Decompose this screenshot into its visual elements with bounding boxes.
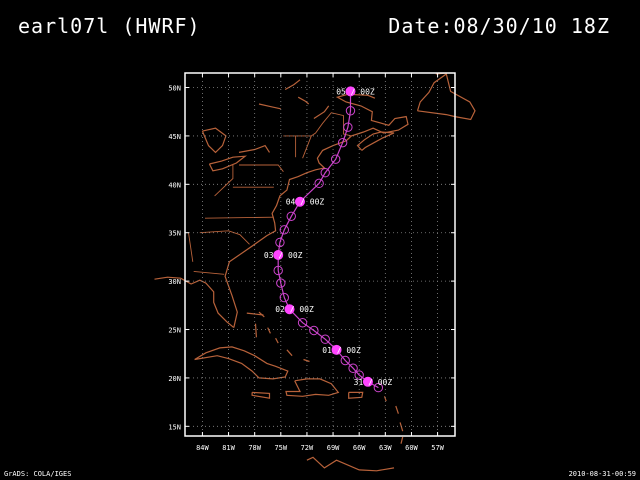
coastline-segment xyxy=(313,105,330,120)
track-point xyxy=(340,355,350,366)
border-segment xyxy=(188,232,194,262)
coastline-segment xyxy=(285,378,340,397)
coastline-segment xyxy=(297,96,310,105)
lat-label: 20N xyxy=(168,375,181,383)
coastline-segment xyxy=(258,103,281,110)
border-segment xyxy=(199,230,250,245)
border-segment xyxy=(193,270,225,275)
track-point xyxy=(279,225,289,235)
timestamp: 2010-08-31-00:59 xyxy=(568,470,636,478)
day-marker xyxy=(362,376,373,387)
lon-label: 84W xyxy=(196,444,209,452)
track-line xyxy=(277,91,379,389)
axis-labels: 15N 20N 25N 30N 35N 40N 45N 50N 84W 81W 78W 75W 72W 6… xyxy=(168,85,444,452)
border-segment xyxy=(214,165,234,197)
coastline-segment xyxy=(224,93,409,328)
lon-label: 63W xyxy=(379,444,392,452)
lat-label: 35N xyxy=(168,230,181,238)
coastline-segment xyxy=(399,422,404,432)
lat-label: 15N xyxy=(168,423,181,431)
day-marker xyxy=(345,86,356,97)
coastline-segment xyxy=(400,436,404,444)
storm-title: earl07l (HWRF) xyxy=(18,14,201,38)
track-layer: 31 / 00Z 01 / 00Z 02 / 00Z 03 / 00Z 04 / 00Z… xyxy=(264,86,393,393)
day-marker xyxy=(284,304,295,315)
day-marker-label: 04 / 00Z xyxy=(286,198,325,207)
lat-label: 50N xyxy=(168,85,181,93)
track-point xyxy=(320,168,330,178)
coastline-segment xyxy=(208,155,248,172)
day-marker-label: 31 / 00Z xyxy=(354,378,393,387)
coastline-segment xyxy=(254,323,257,338)
track-point xyxy=(275,237,285,248)
coastline-segment xyxy=(246,312,264,316)
track-point xyxy=(314,178,324,189)
lon-label: 66W xyxy=(353,444,366,452)
lat-label: 40N xyxy=(168,181,181,189)
coastline-segment xyxy=(258,311,265,318)
track-point xyxy=(297,318,308,328)
lon-label: 60W xyxy=(405,444,418,452)
border-segment xyxy=(204,216,274,219)
lon-label: 78W xyxy=(248,444,261,452)
border-segment xyxy=(302,135,312,159)
track-point xyxy=(345,106,356,116)
coastline-segment xyxy=(267,327,271,334)
coastline-segment xyxy=(238,144,271,153)
day-marker xyxy=(273,249,284,260)
lat-label: 30N xyxy=(168,278,181,286)
track-point xyxy=(320,334,330,344)
day-marker-label: 01 / 00Z xyxy=(322,346,361,355)
lon-label: 81W xyxy=(222,444,235,452)
track-point xyxy=(348,363,358,373)
lon-label: 57W xyxy=(431,444,444,452)
day-marker-label: 05 / 00Z xyxy=(336,87,375,96)
coastline-segment xyxy=(275,337,279,344)
track-point xyxy=(286,211,296,221)
day-marker-label: 02 / 00Z xyxy=(275,305,314,314)
track-point xyxy=(373,382,384,393)
lon-label: 72W xyxy=(301,444,314,452)
grads-credit: GrADS: COLA/IGES xyxy=(4,470,72,478)
border-segment xyxy=(283,112,352,137)
coastline-segment xyxy=(303,358,310,363)
lat-label: 25N xyxy=(168,327,181,335)
coastline-segment xyxy=(251,391,271,399)
day-marker-label: 03 / 00Z xyxy=(264,251,303,260)
coastline-segment xyxy=(356,131,395,151)
coastline-segment xyxy=(383,396,387,402)
coastline-segment xyxy=(348,391,364,399)
lon-label: 75W xyxy=(274,444,287,452)
track-point xyxy=(330,154,341,164)
track-point xyxy=(337,137,348,148)
coastline-segment xyxy=(286,349,293,357)
coastline-segment xyxy=(154,276,235,329)
track-point xyxy=(343,122,353,132)
track-point xyxy=(273,265,283,276)
coastline-segment xyxy=(284,79,301,91)
coastline-segment xyxy=(194,346,289,380)
track-point xyxy=(276,278,286,288)
day-marker xyxy=(294,196,305,207)
coastline-segment xyxy=(201,127,227,154)
track-point xyxy=(279,292,289,303)
border-segment xyxy=(239,164,284,172)
coastline-segment xyxy=(416,72,476,121)
track-point xyxy=(354,370,364,380)
date-label: Date:08/30/10 18Z xyxy=(388,14,610,38)
lat-label: 45N xyxy=(168,133,181,141)
day-marker xyxy=(331,344,342,355)
map-frame xyxy=(184,72,456,437)
coastline-segment xyxy=(395,405,399,414)
coastline-segment xyxy=(306,456,395,472)
coastline-layer xyxy=(154,72,476,472)
lon-label: 69W xyxy=(327,444,340,452)
track-point xyxy=(309,325,319,336)
